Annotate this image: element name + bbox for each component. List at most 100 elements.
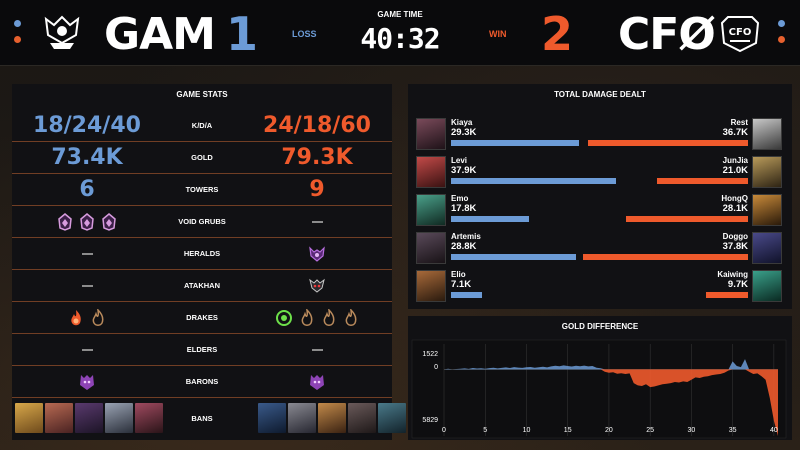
damage-bar-right <box>583 254 748 260</box>
game-stats-title: GAME STATS <box>176 90 228 99</box>
svg-text:CFO: CFO <box>729 27 752 38</box>
right-kda: 24/18/60 <box>263 113 371 138</box>
drakes-label: DRAKES <box>186 313 218 322</box>
damage-value-left: 37.9K <box>451 165 477 176</box>
ban-portrait <box>258 403 286 433</box>
orange-dot-icon <box>14 36 21 43</box>
ban-portrait <box>348 403 376 433</box>
none-dash <box>82 285 93 287</box>
damage-value-left: 7.1K <box>451 279 472 290</box>
void-grubs-label: VOID GRUBS <box>178 217 226 226</box>
atakhan-row: ATAKHAN <box>12 270 392 302</box>
blue-dot-icon-right <box>778 20 785 27</box>
atakhan-icon <box>309 278 325 293</box>
ban-portrait <box>45 403 73 433</box>
damage-value-right: 37.8K <box>722 241 748 252</box>
mountain-drake-icon <box>92 309 104 326</box>
bans-row: BANS <box>12 402 406 436</box>
cfo-logo-icon: CFO <box>720 16 760 53</box>
x-tick-label: 0 <box>442 427 446 434</box>
damage-row: Artemis 28.8K Doggo 37.8K <box>416 230 784 268</box>
ban-portrait <box>378 403 406 433</box>
ban-portrait <box>75 403 103 433</box>
row-divider <box>12 397 392 398</box>
right-team-score: 2 <box>541 7 574 61</box>
player-name-right: Rest <box>730 118 748 127</box>
damage-bar-left <box>451 178 616 184</box>
row-divider <box>12 237 392 238</box>
damage-bar-right <box>656 178 748 184</box>
row-divider <box>12 333 392 334</box>
player-name-left: Levi <box>451 156 468 165</box>
x-tick-label: 10 <box>523 427 531 434</box>
atakhan-label: ATAKHAN <box>184 281 220 290</box>
bans-label: BANS <box>191 414 213 423</box>
player-name-left: Emo <box>451 194 469 203</box>
baron-icon <box>80 375 94 390</box>
kda-label: K/D/A <box>191 121 213 130</box>
champion-portrait-left <box>416 232 446 264</box>
damage-title: TOTAL DAMAGE DEALT <box>554 90 646 99</box>
gold-lead-area-gam <box>444 359 778 370</box>
mountain-drake-icon <box>345 309 357 326</box>
chemtech-drake-icon <box>276 310 292 326</box>
drakes-row: DRAKES <box>12 302 392 334</box>
champion-portrait-left <box>416 194 446 226</box>
none-dash <box>312 221 323 223</box>
game-stats-panel: GAME STATS 18/24/40 K/D/A 24/18/60 73.4K… <box>12 84 406 440</box>
ban-portrait <box>105 403 133 433</box>
x-tick-label: 40 <box>770 427 778 434</box>
damage-bar-left <box>451 254 577 260</box>
right-heralds <box>242 238 392 270</box>
damage-bar-left <box>451 216 529 222</box>
none-dash <box>312 349 323 351</box>
damage-row: Levi 37.9K JunJia 21.0K <box>416 154 784 192</box>
champion-portrait-right <box>752 118 782 150</box>
void-grub-icon <box>58 213 72 231</box>
row-divider <box>12 269 392 270</box>
player-name-right: Doggo <box>722 232 748 241</box>
player-name-right: JunJia <box>722 156 748 165</box>
right-drakes <box>242 302 392 334</box>
row-divider <box>12 141 392 142</box>
left-team-result: LOSS <box>292 29 317 39</box>
gold-diff-panel: GOLD DIFFERENCE 1522 0 5829 0 5 10 15 20 25 30… <box>408 316 792 440</box>
baron-icon <box>310 375 324 390</box>
damage-bar-right <box>625 216 748 222</box>
chart-frame <box>411 339 787 439</box>
damage-bar-right <box>588 140 748 146</box>
barons-row: BARONS <box>12 366 392 398</box>
damage-value-left: 28.8K <box>451 241 477 252</box>
x-tick-label: 20 <box>605 427 613 434</box>
player-name-right: Kaiwing <box>717 270 748 279</box>
left-towers: 6 <box>79 177 95 202</box>
champion-portrait-right <box>752 156 782 188</box>
x-tick-label: 35 <box>729 427 737 434</box>
right-team-result: WIN <box>489 29 507 39</box>
gold-label: GOLD <box>191 153 213 162</box>
row-divider <box>12 205 392 206</box>
row-divider <box>12 365 392 366</box>
ban-portrait <box>135 403 163 433</box>
champion-portrait-right <box>752 270 782 302</box>
infernal-drake-icon <box>71 310 81 326</box>
champion-portrait-right <box>752 194 782 226</box>
damage-value-right: 9.7K <box>727 279 748 290</box>
left-bans <box>15 402 163 434</box>
row-divider <box>12 173 392 174</box>
player-name-right: HongQ <box>721 194 748 203</box>
towers-label: TOWERS <box>185 185 219 194</box>
ban-portrait <box>318 403 346 433</box>
heralds-row: HERALDS <box>12 238 392 270</box>
damage-value-left: 17.8K <box>451 203 477 214</box>
herald-icon <box>309 246 325 262</box>
ban-portrait <box>15 403 43 433</box>
right-towers: 9 <box>309 177 325 202</box>
right-team-name: CFØ <box>618 9 716 60</box>
damage-bar-left <box>451 140 579 146</box>
mountain-drake-icon <box>301 309 313 326</box>
game-time-value: 40:32 <box>360 22 440 55</box>
damage-value-right: 21.0K <box>722 165 748 176</box>
player-name-left: Elio <box>451 270 466 279</box>
player-name-left: Artemis <box>451 232 481 241</box>
